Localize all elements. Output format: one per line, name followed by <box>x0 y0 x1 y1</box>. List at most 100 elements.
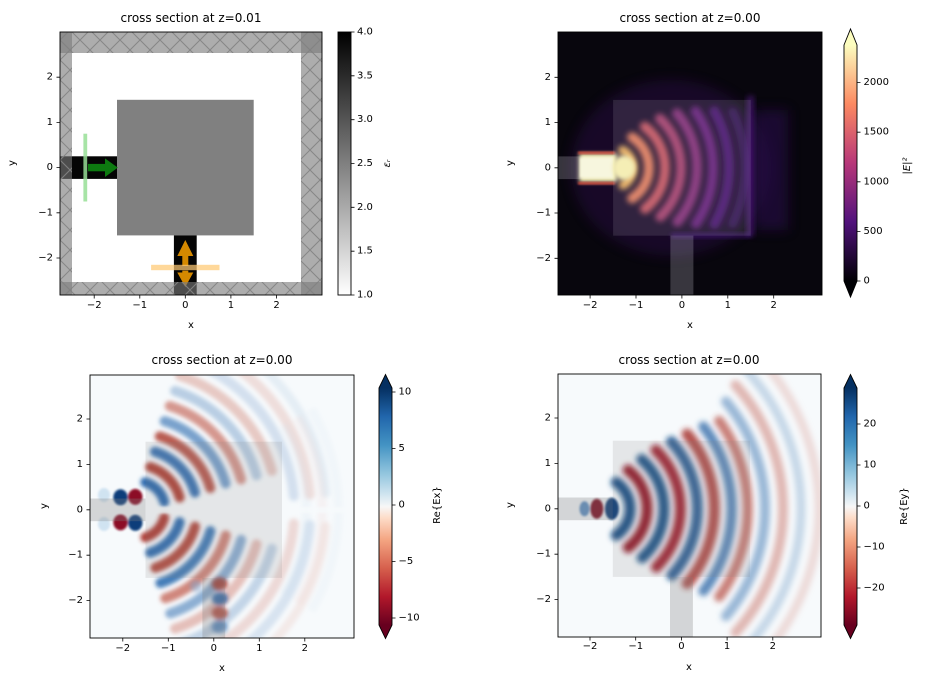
x-tick-marks <box>589 295 775 299</box>
box-edge-glow-right <box>747 96 754 236</box>
box-edge-glow-bottom <box>671 233 751 238</box>
tick-label: 2 <box>545 413 551 424</box>
x-tick-marks <box>122 638 306 642</box>
tick-label: −1 <box>132 300 147 311</box>
y-tick-marks <box>554 76 558 259</box>
tick-label: −2 <box>583 641 598 652</box>
colorbar-tick-marks <box>351 31 355 296</box>
colorbar-frame <box>378 373 393 640</box>
y-tick-labels: 2 1 0 −1 −2 <box>536 413 551 606</box>
colorbar-extend-max <box>379 374 392 388</box>
pml-boundary <box>60 32 322 295</box>
tick-label: 2 <box>47 72 53 83</box>
input-waveguide-overlay <box>558 156 614 180</box>
axes-frame <box>557 31 823 296</box>
output-waveguide-overlay <box>202 578 226 638</box>
tick-label: −2 <box>115 643 130 654</box>
tick-label: 2 <box>302 643 308 654</box>
tick-label: 3.0 <box>357 114 373 125</box>
tick-label: 20 <box>864 419 877 430</box>
source-beam-core <box>580 158 613 178</box>
source-quadrupole <box>98 488 143 531</box>
x-axis-label: x <box>188 320 194 331</box>
tick-label: 1000 <box>864 176 889 187</box>
x-tick-marks <box>93 295 277 299</box>
tick-label: 0 <box>77 504 83 515</box>
colorbar-label: Re{Ex} <box>432 486 443 524</box>
tick-label: 1 <box>228 300 234 311</box>
y-tick-labels: 2 1 0 −1 −2 <box>68 414 83 607</box>
tick-label: 2 <box>545 72 551 83</box>
structure-overlay <box>90 441 282 638</box>
monitor-plane-line <box>151 264 220 271</box>
tick-label: −2 <box>536 594 551 605</box>
mode-monitor-overlay <box>151 240 220 287</box>
tick-label: 2.5 <box>357 158 373 169</box>
x-axis-label: x <box>219 663 225 674</box>
dielectric-box-overlay <box>145 441 282 578</box>
tick-label: −2 <box>38 253 53 264</box>
tick-label: −2 <box>536 253 551 264</box>
monitor-arrow-up <box>177 240 194 266</box>
y-tick-marks <box>554 417 558 600</box>
tick-label: −5 <box>399 556 414 567</box>
tick-label: 0 <box>545 503 551 514</box>
tick-label: 1500 <box>864 127 889 138</box>
output-waveguide-overlay <box>670 235 694 295</box>
colorbar-extend-max <box>844 374 857 388</box>
tick-label: −2 <box>583 300 598 311</box>
colorbar-frame <box>843 373 858 640</box>
colorbar-extend-min <box>844 625 857 639</box>
tick-label: 4.0 <box>357 27 373 38</box>
axes-frame <box>59 31 323 296</box>
x-axis-label: x <box>686 662 692 673</box>
subplot-permittivity: cross section at z=0.01 x y −2 −1 0 1 2 210−… <box>7 11 393 331</box>
tick-label: 1 <box>725 300 731 311</box>
re-ex-plot-area <box>90 375 354 638</box>
tick-label: 1.5 <box>357 246 373 257</box>
tick-label: 2 <box>273 300 279 311</box>
tick-label: 2.0 <box>357 202 373 213</box>
x-tick-marks <box>589 637 774 641</box>
source-arrow-head <box>105 158 118 177</box>
tick-label: −1 <box>68 550 83 561</box>
tick-label: 1 <box>256 643 262 654</box>
plot-title: cross section at z=0.01 <box>121 11 262 25</box>
tick-label: −1 <box>38 207 53 218</box>
tick-label: −10 <box>399 613 420 624</box>
tick-label: 10 <box>864 460 877 471</box>
colorbar-tick-labels: 10 5 0 −5 −10 <box>399 387 420 624</box>
colorbar-extend-min <box>844 281 857 297</box>
source-beam-lobes <box>579 497 619 520</box>
tick-label: 1 <box>47 117 53 128</box>
structure-overlay <box>558 440 750 637</box>
subplot-re-ex: cross section at z=0.00 x y <box>39 353 443 674</box>
y-axis-label: y <box>39 503 50 509</box>
x-tick-labels: −2 −1 0 1 2 <box>583 641 776 652</box>
output-waveguide-overlay <box>670 577 693 637</box>
tick-label: 0 <box>678 641 684 652</box>
x-tick-labels: −2 −1 0 1 2 <box>115 643 308 654</box>
tick-label: −20 <box>864 583 885 594</box>
input-waveguide-overlay <box>558 497 613 521</box>
tick-label: 0 <box>864 501 870 512</box>
y-tick-marks <box>56 76 60 259</box>
tick-label: 0 <box>182 300 188 311</box>
tick-label: 5 <box>399 443 405 454</box>
plot-title: cross section at z=0.00 <box>619 353 760 367</box>
tick-label: −1 <box>161 643 176 654</box>
x-tick-labels: −2 −1 0 1 2 <box>87 300 280 311</box>
x-axis-label: x <box>687 320 693 331</box>
colorbar-tick-labels: 20 10 0 −10 −20 <box>864 419 885 594</box>
colorbar-permittivity: 4.0 3.5 3.0 2.5 2.0 1.5 1.0 εᵣ <box>337 27 393 301</box>
tick-label: −1 <box>536 549 551 560</box>
tick-label: 2 <box>771 300 777 311</box>
colorbar-re-ey: 20 10 0 −10 −20 Re{Ey} <box>843 373 910 640</box>
tick-label: −1 <box>628 641 643 652</box>
colorbar-tick-labels: 2000 1500 1000 500 0 <box>864 77 889 286</box>
colorbar-label: |E|² <box>902 157 913 174</box>
colorbar-extend-max <box>844 29 857 45</box>
transmitted-glow <box>754 110 788 230</box>
colorbar-tick-marks <box>857 82 861 282</box>
